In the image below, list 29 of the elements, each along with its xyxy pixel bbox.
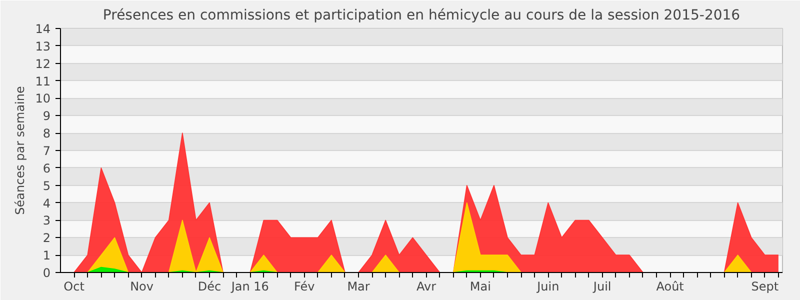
x-tick-label: Mai: [470, 280, 491, 294]
y-tick-label: 4: [42, 196, 51, 210]
y-tick-label: 14: [35, 22, 51, 36]
y-axis-title: Séances par semaine: [13, 86, 28, 215]
y-tick-label: 8: [42, 126, 51, 141]
y-tick-label: 0: [42, 266, 51, 280]
y-tick-label: 12: [35, 56, 51, 71]
x-tick-label: Oct: [64, 280, 85, 294]
y-tick-label: 10: [35, 92, 51, 106]
y-tick-label: 13: [35, 39, 51, 54]
x-tick-label: Jan 16: [230, 280, 269, 294]
x-tick-label: Nov: [130, 280, 154, 294]
x-tick-label: Fév: [294, 280, 315, 294]
x-tick-label: Août: [656, 280, 684, 294]
x-tick-label: Sept: [751, 280, 779, 294]
y-tick-label: 3: [42, 214, 51, 228]
y-tick-label: 7: [42, 144, 51, 158]
x-tick-label: Avr: [416, 280, 436, 294]
x-tick-label: Mar: [347, 280, 370, 294]
x-tick-label: Juin: [536, 280, 560, 294]
x-tick-label: Juil: [592, 280, 612, 294]
y-tick-label: 5: [42, 178, 51, 193]
y-tick-label: 9: [42, 109, 51, 124]
x-tick-label: Déc: [198, 280, 222, 294]
y-tick-label: 6: [42, 161, 51, 176]
y-tick-label: 11: [35, 74, 51, 88]
y-tick-label: 2: [42, 231, 51, 246]
y-tick-label: 1: [42, 248, 51, 263]
chart-title: Présences en commissions et participation en hémicycle au cours de la session 2015-2016: [102, 8, 740, 24]
